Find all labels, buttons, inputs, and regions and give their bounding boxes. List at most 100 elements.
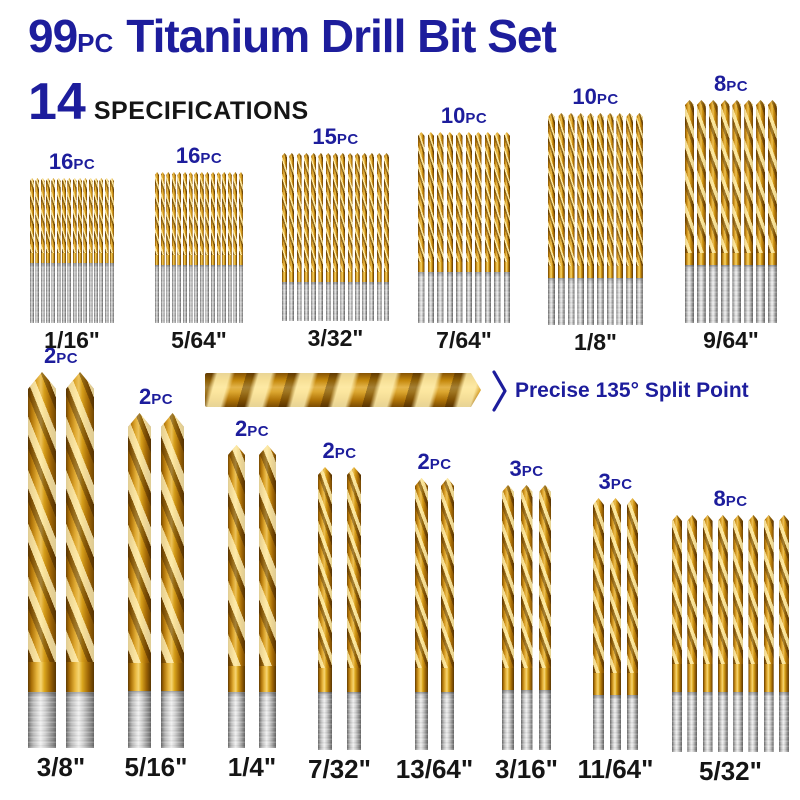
drill-bit <box>325 153 331 321</box>
drill-bit <box>548 113 555 325</box>
shank-section <box>494 272 501 323</box>
shaft-section <box>216 255 221 265</box>
drill-bit <box>557 113 565 325</box>
flute-section <box>635 113 643 266</box>
drill-bit <box>587 113 595 325</box>
piece-count-number: 10 <box>572 84 597 109</box>
flute-section <box>289 153 295 272</box>
flute-section <box>155 172 159 255</box>
spec-count: 14 <box>28 73 86 131</box>
flute-section <box>104 178 109 253</box>
drill-bit <box>282 153 287 321</box>
shaft-section <box>427 262 434 272</box>
flute-section <box>182 172 187 255</box>
shank-section <box>702 692 713 752</box>
piece-count-label: 2PC <box>0 345 124 370</box>
flute-section <box>503 132 510 262</box>
piece-count-unit: PC <box>726 78 749 95</box>
flute-section <box>502 485 514 668</box>
flute-section <box>767 100 777 253</box>
flute-section <box>733 515 744 664</box>
shaft-section <box>587 266 595 278</box>
drill-bit <box>188 172 193 323</box>
shank-section <box>756 265 766 323</box>
flute-section <box>93 178 98 253</box>
shaft-section <box>475 262 482 272</box>
piece-count-unit: PC <box>334 445 357 462</box>
drill-bit <box>732 100 742 323</box>
shaft-section <box>303 272 309 282</box>
shaft-section <box>767 253 777 265</box>
drill-bit <box>465 132 472 323</box>
flute-section <box>194 172 199 255</box>
flute-section <box>205 172 210 255</box>
piece-count-number: 2 <box>138 384 152 409</box>
drill-bit <box>182 172 187 323</box>
drill-bit <box>446 132 453 323</box>
specifications-line: 14 SPECIFICATIONS <box>28 76 309 128</box>
piece-count-unit: PC <box>429 456 452 473</box>
shank-section <box>465 272 472 323</box>
flute-section <box>494 132 501 262</box>
piece-count-unit: PC <box>610 476 633 493</box>
flute-section <box>66 372 94 662</box>
shaft-section <box>311 272 317 282</box>
drill-bit <box>289 153 295 321</box>
drill-bit <box>702 515 713 752</box>
shaft-section <box>67 253 72 263</box>
shank-section <box>88 263 93 323</box>
shank-section <box>763 692 774 752</box>
shank-section <box>210 265 215 323</box>
bit-group-13-64-: 2PC 13/64" <box>396 451 473 800</box>
shank-section <box>28 692 56 748</box>
shaft-section <box>539 668 551 690</box>
bit-row <box>548 113 643 325</box>
shank-section <box>744 265 754 323</box>
drill-bit <box>593 498 604 750</box>
bit-group-1-16-: 16PC 1/16" <box>30 151 114 413</box>
piece-count-label: 16PC <box>125 145 273 170</box>
flute-section <box>456 132 463 262</box>
drill-bit <box>210 172 215 323</box>
shank-section <box>362 282 368 321</box>
flute-section <box>437 132 444 262</box>
flute-section <box>548 113 555 266</box>
shaft-section <box>383 272 389 282</box>
flute-section <box>128 413 151 663</box>
shaft-section <box>222 255 227 265</box>
flute-section <box>362 153 368 272</box>
shaft-section <box>778 664 789 692</box>
bit-row <box>502 485 551 750</box>
drill-bit <box>104 178 109 323</box>
bit-group-3-32-: 15PC 3/32" <box>282 126 389 411</box>
drill-bit <box>685 100 694 323</box>
drill-bit <box>362 153 368 321</box>
drill-bit <box>577 113 585 325</box>
drill-bit <box>494 132 501 323</box>
shank-section <box>502 690 514 750</box>
shank-section <box>40 263 45 323</box>
flute-section <box>616 113 624 266</box>
shank-section <box>205 265 210 323</box>
shank-section <box>228 692 245 748</box>
piece-count-unit: PC <box>521 463 544 480</box>
flute-section <box>332 153 338 272</box>
drill-bit <box>748 515 759 752</box>
flute-section <box>577 113 585 266</box>
drill-bit <box>503 132 510 323</box>
flute-section <box>418 132 425 262</box>
shank-section <box>437 272 444 323</box>
drill-bit <box>194 172 199 323</box>
shaft-section <box>465 262 472 272</box>
shank-section <box>72 263 77 323</box>
shaft-section <box>289 272 295 282</box>
flute-section <box>222 172 227 255</box>
shaft-section <box>318 272 324 282</box>
shank-section <box>155 265 159 323</box>
drill-bit <box>296 153 302 321</box>
shaft-section <box>702 664 713 692</box>
flute-section <box>233 172 238 255</box>
flute-section <box>415 478 428 668</box>
drill-bit <box>171 172 176 323</box>
shank-section <box>347 282 353 321</box>
